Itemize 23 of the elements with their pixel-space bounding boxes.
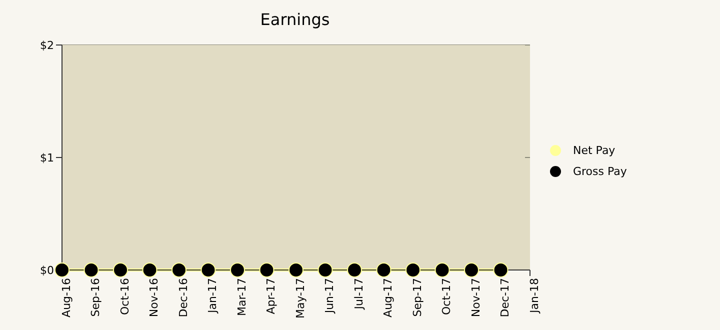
x-tick-label: Sep-16: [89, 278, 102, 317]
x-tick-label: Mar-17: [235, 278, 248, 316]
x-tick-label: Oct-16: [118, 278, 132, 315]
x-tick-label: Nov-16: [148, 278, 161, 318]
x-tick-label: Sep-17: [410, 278, 424, 317]
x-tick-label: Nov-17: [469, 278, 482, 318]
y-tick-label: $1: [40, 151, 54, 164]
y-tick-label: $2: [40, 38, 54, 52]
x-tick-label: Dec-17: [498, 278, 512, 318]
x-tick-label: Dec-16: [176, 278, 190, 318]
x-tick-label: Oct-17: [440, 278, 454, 315]
x-tick-label: Aug-17: [382, 278, 395, 318]
x-tick-label: Jul-17: [352, 278, 366, 310]
y-tick-label: $0: [40, 264, 54, 277]
x-tick-label: Jan-18: [528, 278, 541, 314]
legend-label: Net Pay: [573, 144, 616, 157]
x-tick-label: Apr-17: [264, 278, 278, 314]
x-tick-label: Aug-16: [60, 278, 73, 318]
legend-label: Gross Pay: [573, 165, 627, 178]
x-tick-label: Jan-17: [206, 278, 220, 314]
chart-title: Earnings: [259, 10, 331, 29]
x-tick-label: May-17: [294, 278, 307, 319]
x-tick-label: Jun-17: [323, 278, 336, 314]
